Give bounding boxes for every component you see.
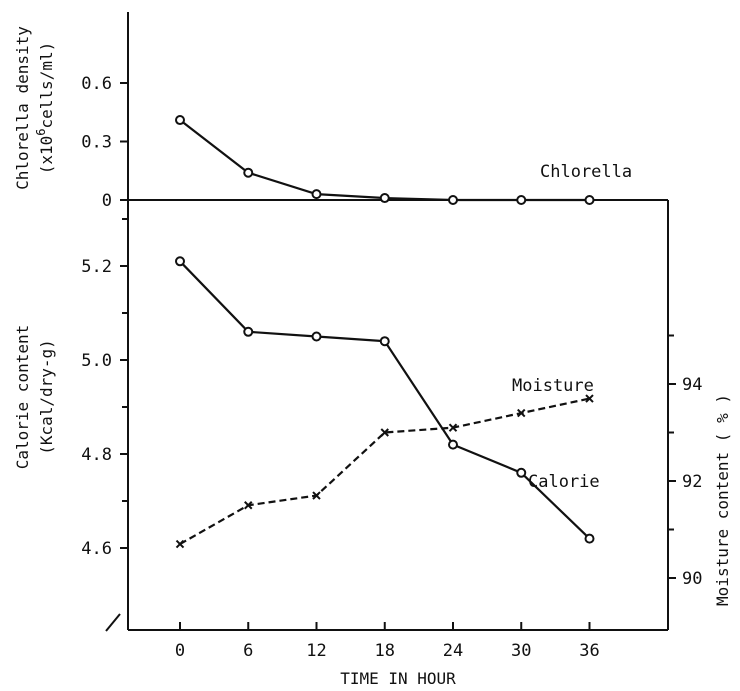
axis-break-mark (105, 613, 121, 632)
calorie-point (311, 331, 322, 342)
calorie-point (516, 467, 527, 478)
right-y-axis-title: Moisture content ( % ) (713, 394, 732, 606)
moisture-point (312, 491, 321, 500)
chlorella-line (179, 119, 590, 202)
left-y-axis-title: Calorie content (13, 325, 32, 470)
top-y-ticks: 0.6 0.3 0 (81, 74, 128, 211)
right-y-tick-label: 92 (682, 472, 702, 492)
left-y-axis-unit: (Kcal/dry-g) (37, 339, 56, 455)
moisture-point-stroke (448, 423, 458, 432)
left-y-tick-label: 5.0 (81, 351, 112, 371)
chlorella-point (311, 189, 322, 200)
x-tick-label: 18 (375, 641, 395, 661)
right-y-tick-label: 94 (682, 375, 702, 395)
x-tick-label: 36 (579, 641, 599, 661)
moisture-point (244, 501, 253, 510)
chlorella-point (448, 195, 458, 205)
x-tick-label: 0 (175, 641, 185, 661)
series-label-calorie: Calorie (528, 472, 600, 492)
moisture-point-stroke (244, 501, 253, 510)
top-series (175, 115, 595, 205)
top-y-tick-label: 0.6 (81, 74, 112, 94)
moisture-point (448, 423, 458, 432)
x-tick-label: 24 (443, 641, 463, 661)
top-y-axis-title-line2-end: cells/ml) (37, 42, 56, 129)
left-y-tick-label: 5.2 (81, 257, 112, 277)
moisture-point (517, 408, 526, 418)
top-y-tick-label: 0 (102, 191, 112, 211)
top-y-tick-label: 0.3 (81, 133, 112, 153)
moisture-point (380, 428, 389, 437)
moisture-point (585, 394, 594, 403)
calorie-point (379, 336, 390, 347)
x-axis-title: TIME IN HOUR (340, 669, 456, 688)
chlorella-point (584, 195, 595, 205)
bottom-panel-frame (105, 200, 669, 632)
x-ticks: 0 6 12 18 24 30 36 (175, 622, 600, 661)
calorie-point (584, 533, 595, 544)
moisture-point-stroke (312, 491, 321, 500)
calorie-point (448, 439, 458, 450)
right-y-tick-label: 90 (682, 569, 702, 589)
calorie-line (179, 260, 591, 540)
series-label-chlorella: Chlorella (540, 162, 632, 182)
left-y-ticks: 5.2 5.0 4.8 4.6 (81, 218, 128, 559)
moisture-point-stroke (517, 408, 526, 418)
calorie-point (175, 256, 185, 267)
top-y-axis-title-superscript: 6 (34, 128, 48, 135)
moisture-point-stroke (380, 428, 389, 437)
left-y-tick-label: 4.6 (81, 539, 112, 559)
right-y-ticks: 94 92 90 (668, 334, 702, 589)
bottom-series (175, 256, 595, 549)
chlorella-point (379, 193, 390, 204)
moisture-point-stroke (585, 394, 594, 403)
x-tick-label: 6 (243, 641, 253, 661)
chlorella-point (516, 195, 527, 205)
x-tick-label: 12 (306, 641, 326, 661)
x-tick-label: 30 (511, 641, 531, 661)
top-y-axis-title-line2-start: (x10 (37, 136, 56, 175)
left-y-tick-label: 4.8 (81, 445, 112, 465)
chlorella-point (243, 167, 254, 178)
top-y-axis-title-line2: (x106cells/ml) (34, 42, 56, 174)
chlorella-point (175, 115, 185, 126)
calorie-point (243, 326, 254, 337)
moisture-point (175, 539, 185, 549)
moisture-point-stroke (175, 539, 185, 549)
series-label-moisture: Moisture (512, 376, 594, 396)
top-y-axis-title-line1: Chlorella density (13, 26, 32, 190)
